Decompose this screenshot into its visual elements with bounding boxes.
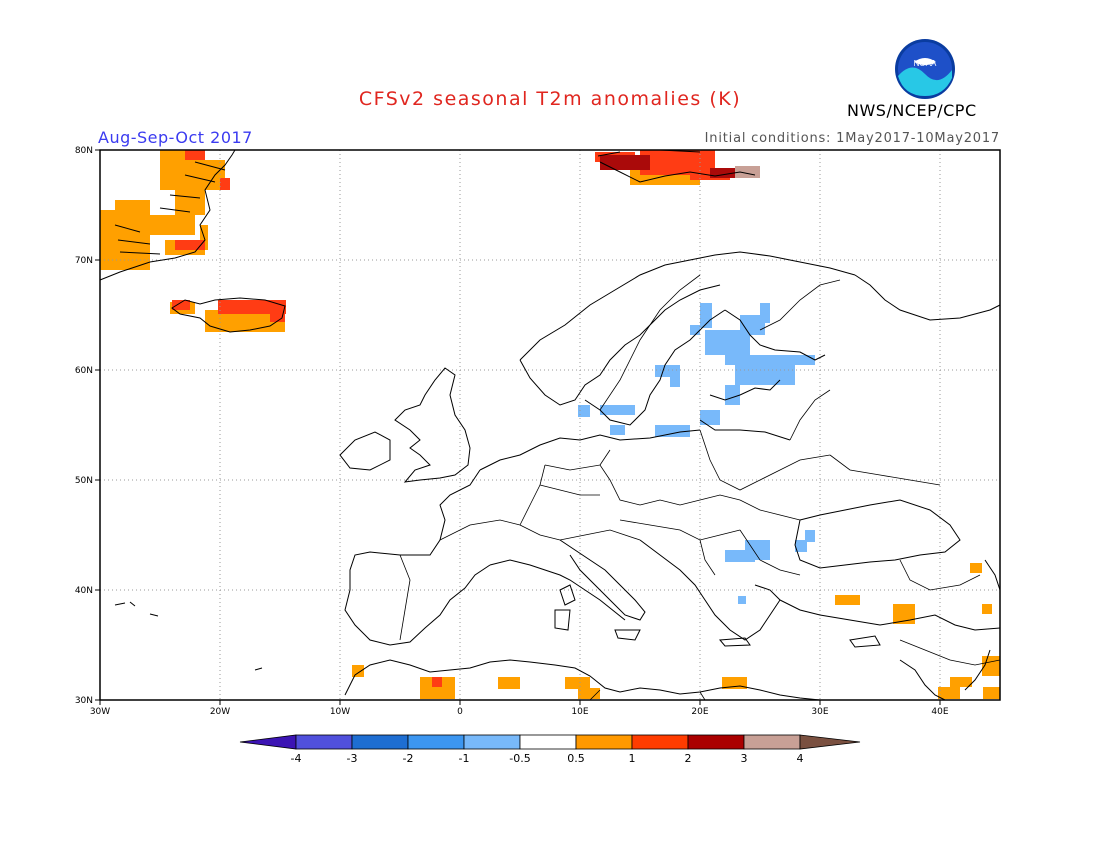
logo-text: NOAA — [914, 59, 937, 68]
lon-tick-label: 20W — [210, 707, 230, 717]
tick-marks — [95, 149, 941, 705]
country-borders — [399, 274, 1001, 701]
colorbar-label: 4 — [797, 752, 804, 765]
lon-tick-label: 10E — [571, 707, 588, 717]
colorbar-label: -4 — [291, 752, 302, 765]
chart-title: CFSv2 seasonal T2m anomalies (K) — [358, 88, 742, 110]
lon-tick-label: 30W — [90, 707, 110, 717]
colorbar-label: -1 — [459, 752, 470, 765]
anomaly-cells — [100, 150, 1000, 699]
lon-tick-label: 40E — [931, 707, 948, 717]
coastlines — [99, 149, 1001, 701]
noaa-logo-icon: NOAA — [895, 39, 955, 99]
colorbar-segment — [351, 734, 409, 750]
lat-tick-label: 80N — [75, 146, 93, 156]
lon-tick-label: 30E — [811, 707, 828, 717]
colorbar-label: -3 — [347, 752, 358, 765]
colorbar-segment — [743, 734, 801, 750]
colorbar-label: -2 — [403, 752, 414, 765]
lat-tick-label: 70N — [75, 256, 93, 266]
colorbar-label: 2 — [685, 752, 692, 765]
map-gridlines — [100, 150, 1000, 700]
lon-tick-label: 20E — [691, 707, 708, 717]
colorbar-label: 3 — [741, 752, 748, 765]
colorbar-arrow-left — [239, 734, 297, 750]
colorbar-segment — [575, 734, 633, 750]
colorbar-segment — [687, 734, 745, 750]
colorbar-arrow-right — [799, 734, 861, 750]
colorbar-segment — [631, 734, 689, 750]
lon-tick-label: 0 — [457, 707, 463, 717]
map-frame — [99, 149, 1001, 701]
lat-tick-label: 50N — [75, 476, 93, 486]
lat-tick-label: 60N — [75, 366, 93, 376]
colorbar-label: 0.5 — [567, 752, 585, 765]
lon-tick-label: 10W — [330, 707, 350, 717]
colorbar-segment — [407, 734, 465, 750]
forecast-period: Aug-Sep-Oct 2017 — [98, 128, 253, 147]
colorbar-segment — [295, 734, 353, 750]
lat-tick-label: 30N — [75, 696, 93, 706]
colorbar — [239, 734, 861, 750]
colorbar-label: -0.5 — [509, 752, 530, 765]
colorbar-segment — [519, 734, 577, 750]
colorbar-label: 1 — [629, 752, 636, 765]
initial-conditions: Initial conditions: 1May2017-10May2017 — [704, 131, 1000, 146]
lat-tick-label: 40N — [75, 586, 93, 596]
agency-label: NWS/NCEP/CPC — [847, 101, 977, 120]
colorbar-segment — [463, 734, 521, 750]
